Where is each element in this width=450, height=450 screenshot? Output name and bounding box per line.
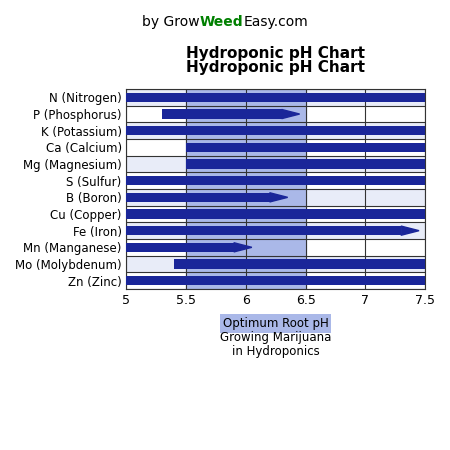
Bar bbox=[126, 276, 425, 285]
Text: in Hydroponics: in Hydroponics bbox=[232, 345, 320, 358]
Bar bbox=[174, 259, 425, 269]
Bar bbox=[126, 89, 425, 106]
Bar bbox=[186, 143, 425, 152]
Polygon shape bbox=[282, 109, 300, 119]
Text: Easy.com: Easy.com bbox=[243, 15, 308, 29]
Bar bbox=[126, 139, 425, 156]
Text: Hydroponic pH Chart: Hydroponic pH Chart bbox=[186, 60, 365, 75]
Bar bbox=[126, 222, 425, 239]
Polygon shape bbox=[270, 193, 288, 202]
Bar bbox=[186, 89, 306, 289]
Bar bbox=[126, 209, 425, 219]
Bar bbox=[126, 226, 401, 235]
Title: Hydroponic pH Chart: Hydroponic pH Chart bbox=[186, 46, 365, 62]
Bar bbox=[126, 176, 425, 185]
Text: Weed: Weed bbox=[200, 15, 243, 29]
Bar bbox=[126, 189, 425, 206]
Bar bbox=[162, 109, 282, 119]
Bar bbox=[126, 239, 425, 256]
Bar bbox=[126, 272, 425, 289]
Text: Growing Marijuana: Growing Marijuana bbox=[220, 331, 332, 344]
Polygon shape bbox=[234, 243, 252, 252]
Bar bbox=[126, 206, 425, 222]
Bar bbox=[186, 159, 425, 169]
Bar bbox=[126, 156, 425, 172]
Text: Optimum Root pH: Optimum Root pH bbox=[223, 317, 328, 330]
Bar bbox=[126, 256, 425, 272]
Text: by Grow: by Grow bbox=[142, 15, 200, 29]
Bar bbox=[126, 193, 270, 202]
Bar bbox=[126, 172, 425, 189]
Polygon shape bbox=[401, 226, 419, 235]
Bar bbox=[126, 106, 425, 122]
Bar bbox=[126, 126, 425, 135]
Bar bbox=[126, 122, 425, 139]
Bar bbox=[126, 93, 425, 102]
Bar bbox=[126, 243, 234, 252]
